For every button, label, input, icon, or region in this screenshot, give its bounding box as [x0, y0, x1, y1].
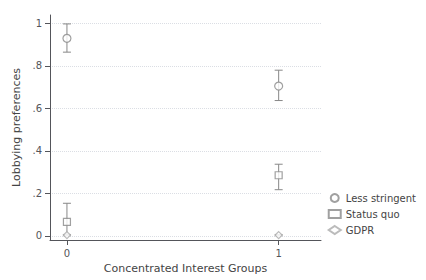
- svg-text:Lobbying preferences: Lobbying preferences: [10, 68, 23, 187]
- svg-text:.4: .4: [32, 145, 42, 156]
- svg-text:1: 1: [275, 248, 281, 259]
- svg-text:1: 1: [36, 18, 42, 29]
- svg-text:0: 0: [36, 230, 42, 241]
- svg-text:0: 0: [64, 248, 70, 259]
- svg-text:Concentrated Interest Groups: Concentrated Interest Groups: [104, 262, 268, 275]
- svg-text:Less stringent: Less stringent: [346, 193, 416, 204]
- svg-text:.6: .6: [32, 103, 42, 114]
- svg-text:.2: .2: [32, 188, 42, 199]
- svg-text:.8: .8: [32, 60, 42, 71]
- svg-text:Status quo: Status quo: [346, 209, 400, 220]
- svg-text:GDPR: GDPR: [346, 225, 374, 236]
